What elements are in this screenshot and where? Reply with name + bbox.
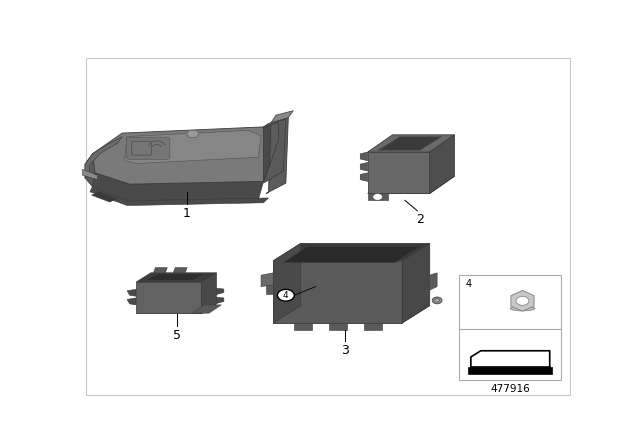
- Polygon shape: [261, 273, 273, 287]
- Text: 477916: 477916: [490, 384, 530, 394]
- Circle shape: [516, 297, 529, 306]
- Polygon shape: [273, 261, 403, 323]
- Polygon shape: [429, 273, 437, 290]
- Text: 5: 5: [173, 329, 180, 342]
- Polygon shape: [360, 152, 368, 161]
- Polygon shape: [216, 289, 224, 294]
- Polygon shape: [364, 323, 381, 330]
- Text: 3: 3: [341, 344, 349, 357]
- Text: 4: 4: [465, 279, 472, 289]
- Polygon shape: [193, 305, 221, 313]
- Polygon shape: [360, 163, 368, 171]
- Polygon shape: [83, 169, 97, 180]
- Circle shape: [277, 289, 294, 301]
- Polygon shape: [264, 123, 278, 181]
- Polygon shape: [187, 130, 199, 137]
- FancyBboxPatch shape: [460, 275, 561, 380]
- Polygon shape: [145, 274, 205, 281]
- Polygon shape: [202, 273, 216, 313]
- Polygon shape: [273, 306, 429, 323]
- Polygon shape: [136, 273, 216, 282]
- Polygon shape: [271, 111, 293, 123]
- FancyBboxPatch shape: [127, 137, 170, 159]
- Polygon shape: [127, 298, 136, 305]
- Ellipse shape: [510, 306, 535, 311]
- Polygon shape: [368, 152, 429, 194]
- Polygon shape: [360, 173, 368, 181]
- Polygon shape: [136, 282, 202, 313]
- Polygon shape: [154, 267, 167, 273]
- Polygon shape: [216, 297, 224, 303]
- Polygon shape: [90, 186, 269, 206]
- Polygon shape: [266, 278, 273, 293]
- Polygon shape: [173, 267, 187, 273]
- Circle shape: [432, 297, 442, 304]
- Polygon shape: [264, 119, 286, 183]
- Text: 4: 4: [283, 291, 289, 300]
- Polygon shape: [273, 244, 301, 323]
- Polygon shape: [85, 154, 95, 186]
- Polygon shape: [294, 323, 312, 330]
- Polygon shape: [273, 244, 429, 261]
- Polygon shape: [403, 244, 429, 323]
- Polygon shape: [368, 135, 454, 152]
- Polygon shape: [92, 192, 117, 202]
- Polygon shape: [85, 137, 122, 178]
- Polygon shape: [511, 290, 534, 311]
- Polygon shape: [284, 246, 420, 263]
- Polygon shape: [266, 117, 288, 194]
- Polygon shape: [368, 176, 454, 194]
- Polygon shape: [125, 130, 261, 164]
- Polygon shape: [127, 289, 136, 296]
- Circle shape: [435, 299, 440, 302]
- Polygon shape: [429, 135, 454, 194]
- FancyBboxPatch shape: [468, 367, 552, 374]
- Text: 2: 2: [416, 213, 424, 226]
- Polygon shape: [329, 323, 347, 330]
- Polygon shape: [136, 304, 216, 313]
- Text: 1: 1: [182, 207, 191, 220]
- Circle shape: [372, 194, 383, 200]
- Polygon shape: [368, 194, 388, 200]
- Polygon shape: [92, 173, 264, 202]
- Polygon shape: [378, 137, 442, 151]
- Polygon shape: [92, 127, 278, 184]
